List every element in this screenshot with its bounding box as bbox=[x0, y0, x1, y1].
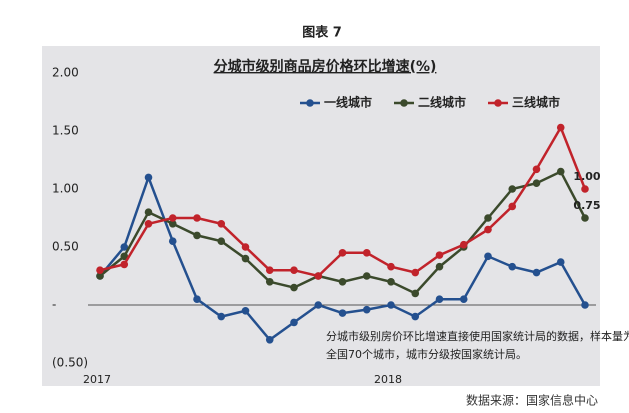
legend-label: 三线城市 bbox=[512, 95, 560, 110]
point bbox=[290, 318, 298, 327]
point bbox=[459, 240, 468, 249]
point bbox=[120, 252, 129, 261]
source: 数据来源：国家信息中心 bbox=[466, 393, 598, 408]
legend-label: 二线城市 bbox=[418, 95, 466, 110]
point bbox=[484, 225, 492, 234]
point bbox=[241, 254, 250, 263]
point bbox=[484, 252, 492, 261]
point bbox=[338, 309, 347, 317]
point bbox=[96, 272, 104, 280]
chart-title: 分城市级别商品房价格环比增速(%) bbox=[214, 58, 437, 75]
point bbox=[265, 266, 274, 275]
point bbox=[265, 336, 274, 344]
point bbox=[168, 220, 177, 228]
point bbox=[362, 272, 371, 280]
point bbox=[217, 220, 226, 228]
point bbox=[96, 266, 104, 275]
point bbox=[411, 312, 420, 321]
point bbox=[581, 185, 589, 193]
point bbox=[435, 251, 444, 259]
annotation: 全国70个城市，城市分级按国家统计局。 bbox=[326, 347, 527, 361]
point bbox=[193, 214, 201, 222]
point bbox=[120, 260, 129, 269]
point bbox=[144, 208, 153, 216]
point bbox=[387, 262, 395, 271]
point bbox=[435, 295, 444, 304]
point bbox=[168, 214, 177, 222]
point bbox=[241, 307, 250, 315]
legend-marker bbox=[400, 99, 408, 107]
y-tick-label: (0.50) bbox=[52, 356, 88, 370]
y-tick-label: 1.50 bbox=[52, 124, 79, 138]
point bbox=[532, 268, 541, 277]
point bbox=[411, 289, 420, 298]
point bbox=[508, 202, 517, 211]
y-tick-label: - bbox=[52, 298, 56, 312]
annotation: 分城市级别房价环比增速直接使用国家统计局的数据，样本量为 bbox=[326, 329, 629, 343]
point bbox=[290, 266, 298, 275]
legend-label: 一线城市 bbox=[324, 95, 372, 110]
point bbox=[435, 262, 444, 271]
point bbox=[241, 243, 250, 251]
end-label: 0.75 bbox=[573, 199, 600, 212]
point bbox=[556, 258, 565, 266]
point bbox=[362, 249, 371, 257]
point bbox=[532, 179, 541, 187]
point bbox=[265, 278, 274, 286]
point bbox=[144, 220, 153, 228]
point bbox=[290, 283, 298, 292]
point bbox=[581, 301, 589, 309]
point bbox=[168, 237, 177, 245]
point bbox=[508, 262, 517, 271]
point bbox=[217, 312, 226, 321]
point bbox=[556, 167, 565, 176]
caption: 图表 7 bbox=[302, 25, 342, 41]
x-tick-label: 2017 bbox=[83, 373, 111, 386]
y-tick-label: 0.50 bbox=[52, 240, 79, 254]
point bbox=[338, 278, 347, 286]
y-tick-label: 2.00 bbox=[52, 66, 79, 80]
point bbox=[120, 243, 129, 251]
point bbox=[362, 305, 371, 314]
point bbox=[581, 214, 589, 222]
point bbox=[217, 237, 226, 245]
point bbox=[532, 165, 541, 174]
legend-marker bbox=[306, 99, 314, 107]
point bbox=[459, 295, 468, 304]
end-label: 1.00 bbox=[573, 170, 600, 183]
point bbox=[314, 301, 323, 309]
point bbox=[338, 249, 347, 257]
point bbox=[556, 123, 565, 132]
point bbox=[387, 301, 395, 309]
point bbox=[411, 268, 420, 277]
point bbox=[193, 231, 201, 240]
legend-marker bbox=[494, 99, 502, 107]
point bbox=[387, 278, 395, 286]
point bbox=[508, 185, 517, 193]
point bbox=[144, 173, 153, 182]
x-tick-label: 2018 bbox=[374, 373, 402, 386]
point bbox=[193, 295, 201, 304]
y-tick-label: 1.00 bbox=[52, 182, 79, 196]
point bbox=[314, 272, 323, 280]
point bbox=[484, 214, 492, 222]
